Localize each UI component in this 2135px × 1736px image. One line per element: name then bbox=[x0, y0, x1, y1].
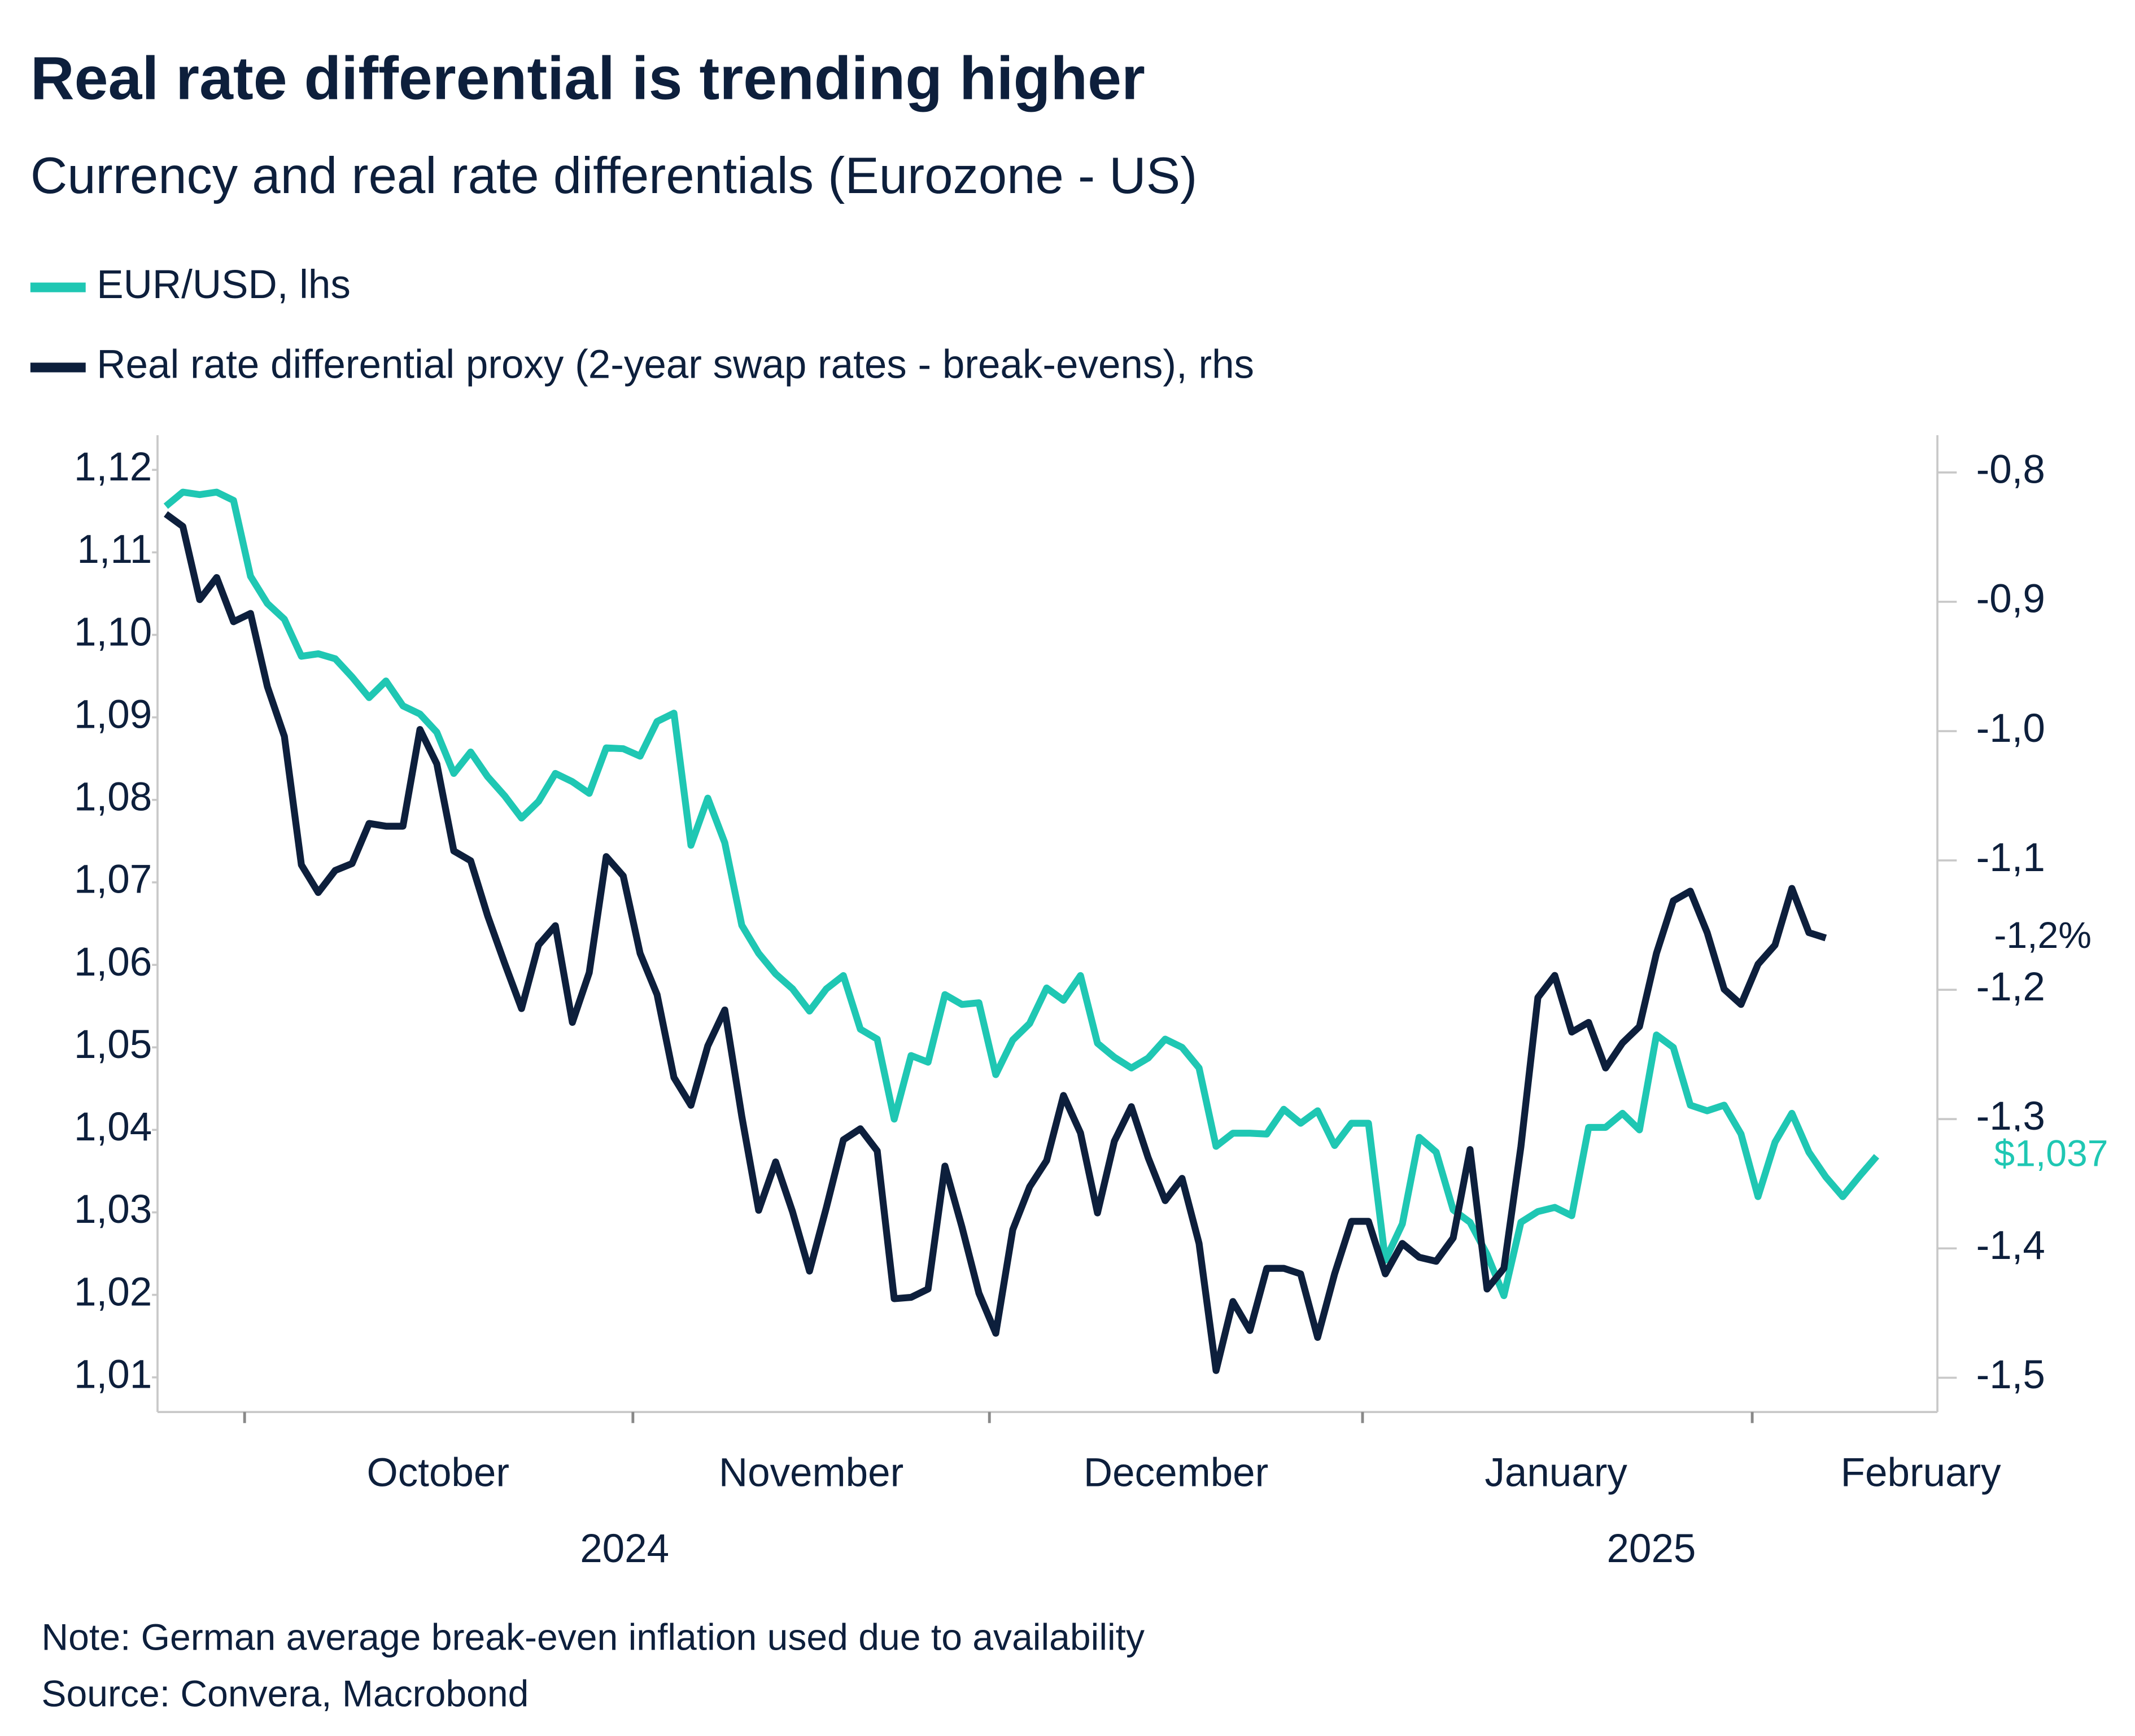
source: Source: Convera, Macrobond bbox=[41, 1673, 529, 1715]
y2-tick-label: -1,2 bbox=[1976, 965, 2045, 1009]
y-tick-label: 1,02 bbox=[74, 1270, 152, 1314]
y-tick-label: 1,01 bbox=[74, 1352, 152, 1397]
data-label-bg bbox=[1984, 913, 2130, 963]
x-year-label: 2024 bbox=[580, 1527, 669, 1571]
x-tick-label: February bbox=[1841, 1450, 2001, 1495]
y2-tick-label: -1,5 bbox=[1976, 1353, 2045, 1397]
y2-tick-label: -1,4 bbox=[1976, 1223, 2045, 1268]
x-tick-label: November bbox=[719, 1450, 903, 1495]
x-tick-label: December bbox=[1084, 1450, 1268, 1495]
data-label: $1,037 bbox=[1994, 1133, 2108, 1175]
x-tick-label: January bbox=[1485, 1450, 1627, 1495]
data-label-bg bbox=[1984, 1131, 2130, 1182]
note: Note: German average break-even inflatio… bbox=[41, 1616, 1145, 1658]
y-tick-label: 1,10 bbox=[74, 610, 152, 654]
y2-tick-label: -0,8 bbox=[1976, 448, 2045, 492]
legend-label: EUR/USD, lhs bbox=[97, 263, 351, 307]
y-tick-label: 1,09 bbox=[74, 692, 152, 737]
chart-subtitle: Currency and real rate differentials (Eu… bbox=[30, 147, 1197, 204]
data-label: -1,2% bbox=[1994, 915, 2092, 956]
y-tick-label: 1,03 bbox=[74, 1187, 152, 1232]
y-tick-label: 1,04 bbox=[74, 1105, 152, 1149]
y2-tick-label: -1,1 bbox=[1976, 836, 2045, 880]
series-line bbox=[163, 488, 1880, 1300]
y-tick-label: 1,08 bbox=[74, 775, 152, 820]
y-tick-label: 1,06 bbox=[74, 940, 152, 985]
y2-tick-label: -1,0 bbox=[1976, 706, 2045, 751]
y2-tick-label: -0,9 bbox=[1976, 577, 2045, 622]
legend-label: Real rate differential proxy (2-year swa… bbox=[97, 343, 1254, 387]
x-tick-label: October bbox=[367, 1450, 509, 1495]
y-tick-label: 1,05 bbox=[74, 1022, 152, 1067]
series-line bbox=[164, 511, 1827, 1374]
y-tick-label: 1,12 bbox=[74, 445, 152, 489]
y-tick-label: 1,07 bbox=[74, 858, 152, 902]
y2-tick-label: -1,3 bbox=[1976, 1094, 2045, 1139]
chart-title: Real rate differential is trending highe… bbox=[30, 44, 1145, 112]
y-tick-label: 1,11 bbox=[77, 527, 152, 572]
x-year-label: 2025 bbox=[1607, 1527, 1696, 1571]
